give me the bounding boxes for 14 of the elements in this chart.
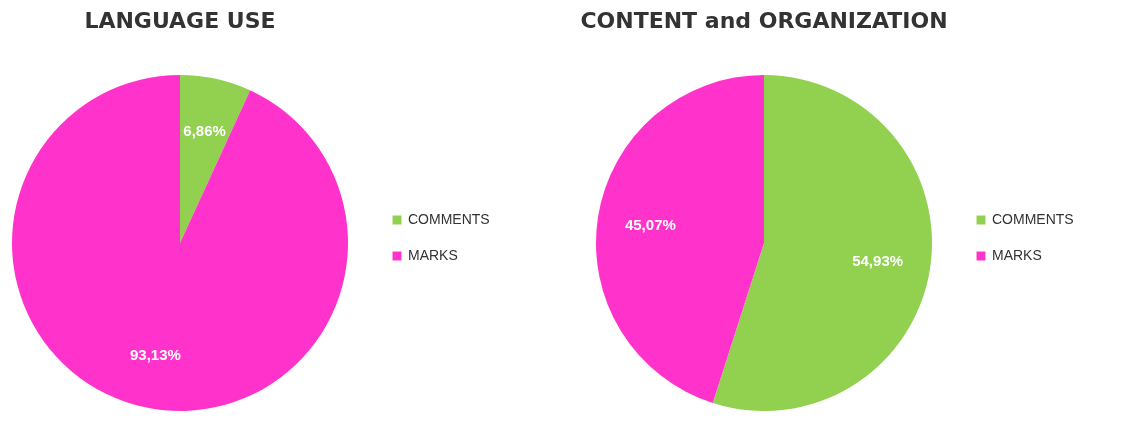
pie-slice <box>12 75 348 411</box>
legend-label: MARKS <box>992 247 1042 263</box>
legend-label: MARKS <box>408 247 458 263</box>
pie-slice <box>180 75 251 243</box>
data-label: 6,86% <box>183 121 226 139</box>
legend-label: COMMENTS <box>408 211 490 227</box>
data-label: 45,07% <box>624 216 676 234</box>
data-label: 93,13% <box>129 346 181 364</box>
data-label: 54,93% <box>852 251 904 269</box>
legend-label: COMMENTS <box>992 211 1074 227</box>
chart-title: CONTENT and ORGANIZATION <box>580 8 948 33</box>
pie-slice <box>596 75 764 403</box>
pie-slice <box>712 75 932 411</box>
chart-title: LANGUAGE USE <box>84 8 276 33</box>
